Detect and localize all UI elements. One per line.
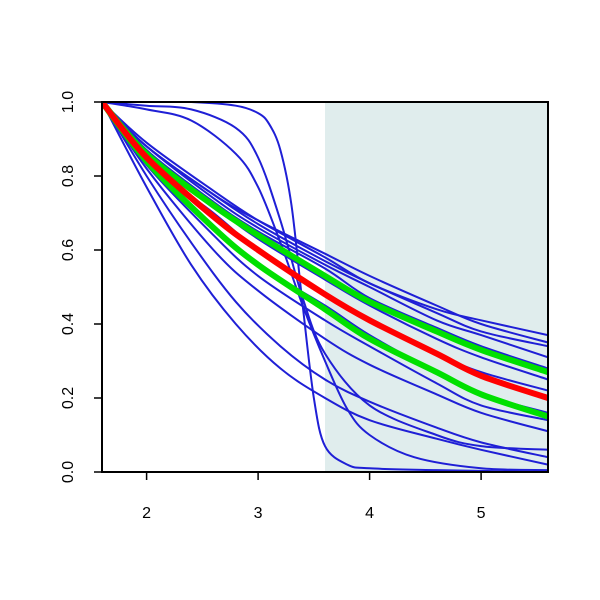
series-line-blue-1 <box>102 102 548 337</box>
series-line-red-18 <box>102 102 548 401</box>
series-line-blue-9 <box>102 102 548 422</box>
series-line-green-17 <box>102 102 548 420</box>
plot-frame <box>101 101 549 473</box>
y-tick-label: 0.4 <box>60 313 77 335</box>
y-tick-label: 0.2 <box>60 387 77 409</box>
axis-layer: 2 3 4 5 0.0 0.2 0.4 0.6 0.8 1.0 <box>60 91 486 522</box>
shaded-region <box>325 102 548 472</box>
series-line-blue-14 <box>102 102 548 472</box>
series-layer <box>102 102 548 472</box>
x-tick-label: 5 <box>477 505 486 522</box>
frame-layer <box>101 101 549 473</box>
series-line-blue-11 <box>102 102 548 459</box>
x-tick-label: 4 <box>365 505 374 522</box>
series-line-green-16 <box>102 102 548 376</box>
y-tick-label: 0.0 <box>60 461 77 483</box>
shaded-region-layer <box>325 102 548 472</box>
series-line-blue-15 <box>102 102 548 451</box>
x-tick-label: 3 <box>254 505 263 522</box>
series-line-blue-4 <box>102 102 548 359</box>
x-tick-label: 2 <box>142 505 151 522</box>
series-line-blue-12 <box>102 102 548 466</box>
y-tick-label: 1.0 <box>60 91 77 113</box>
series-line-blue-10 <box>102 102 548 433</box>
y-tick-label: 0.8 <box>60 165 77 187</box>
y-tick-label: 0.6 <box>60 239 77 261</box>
